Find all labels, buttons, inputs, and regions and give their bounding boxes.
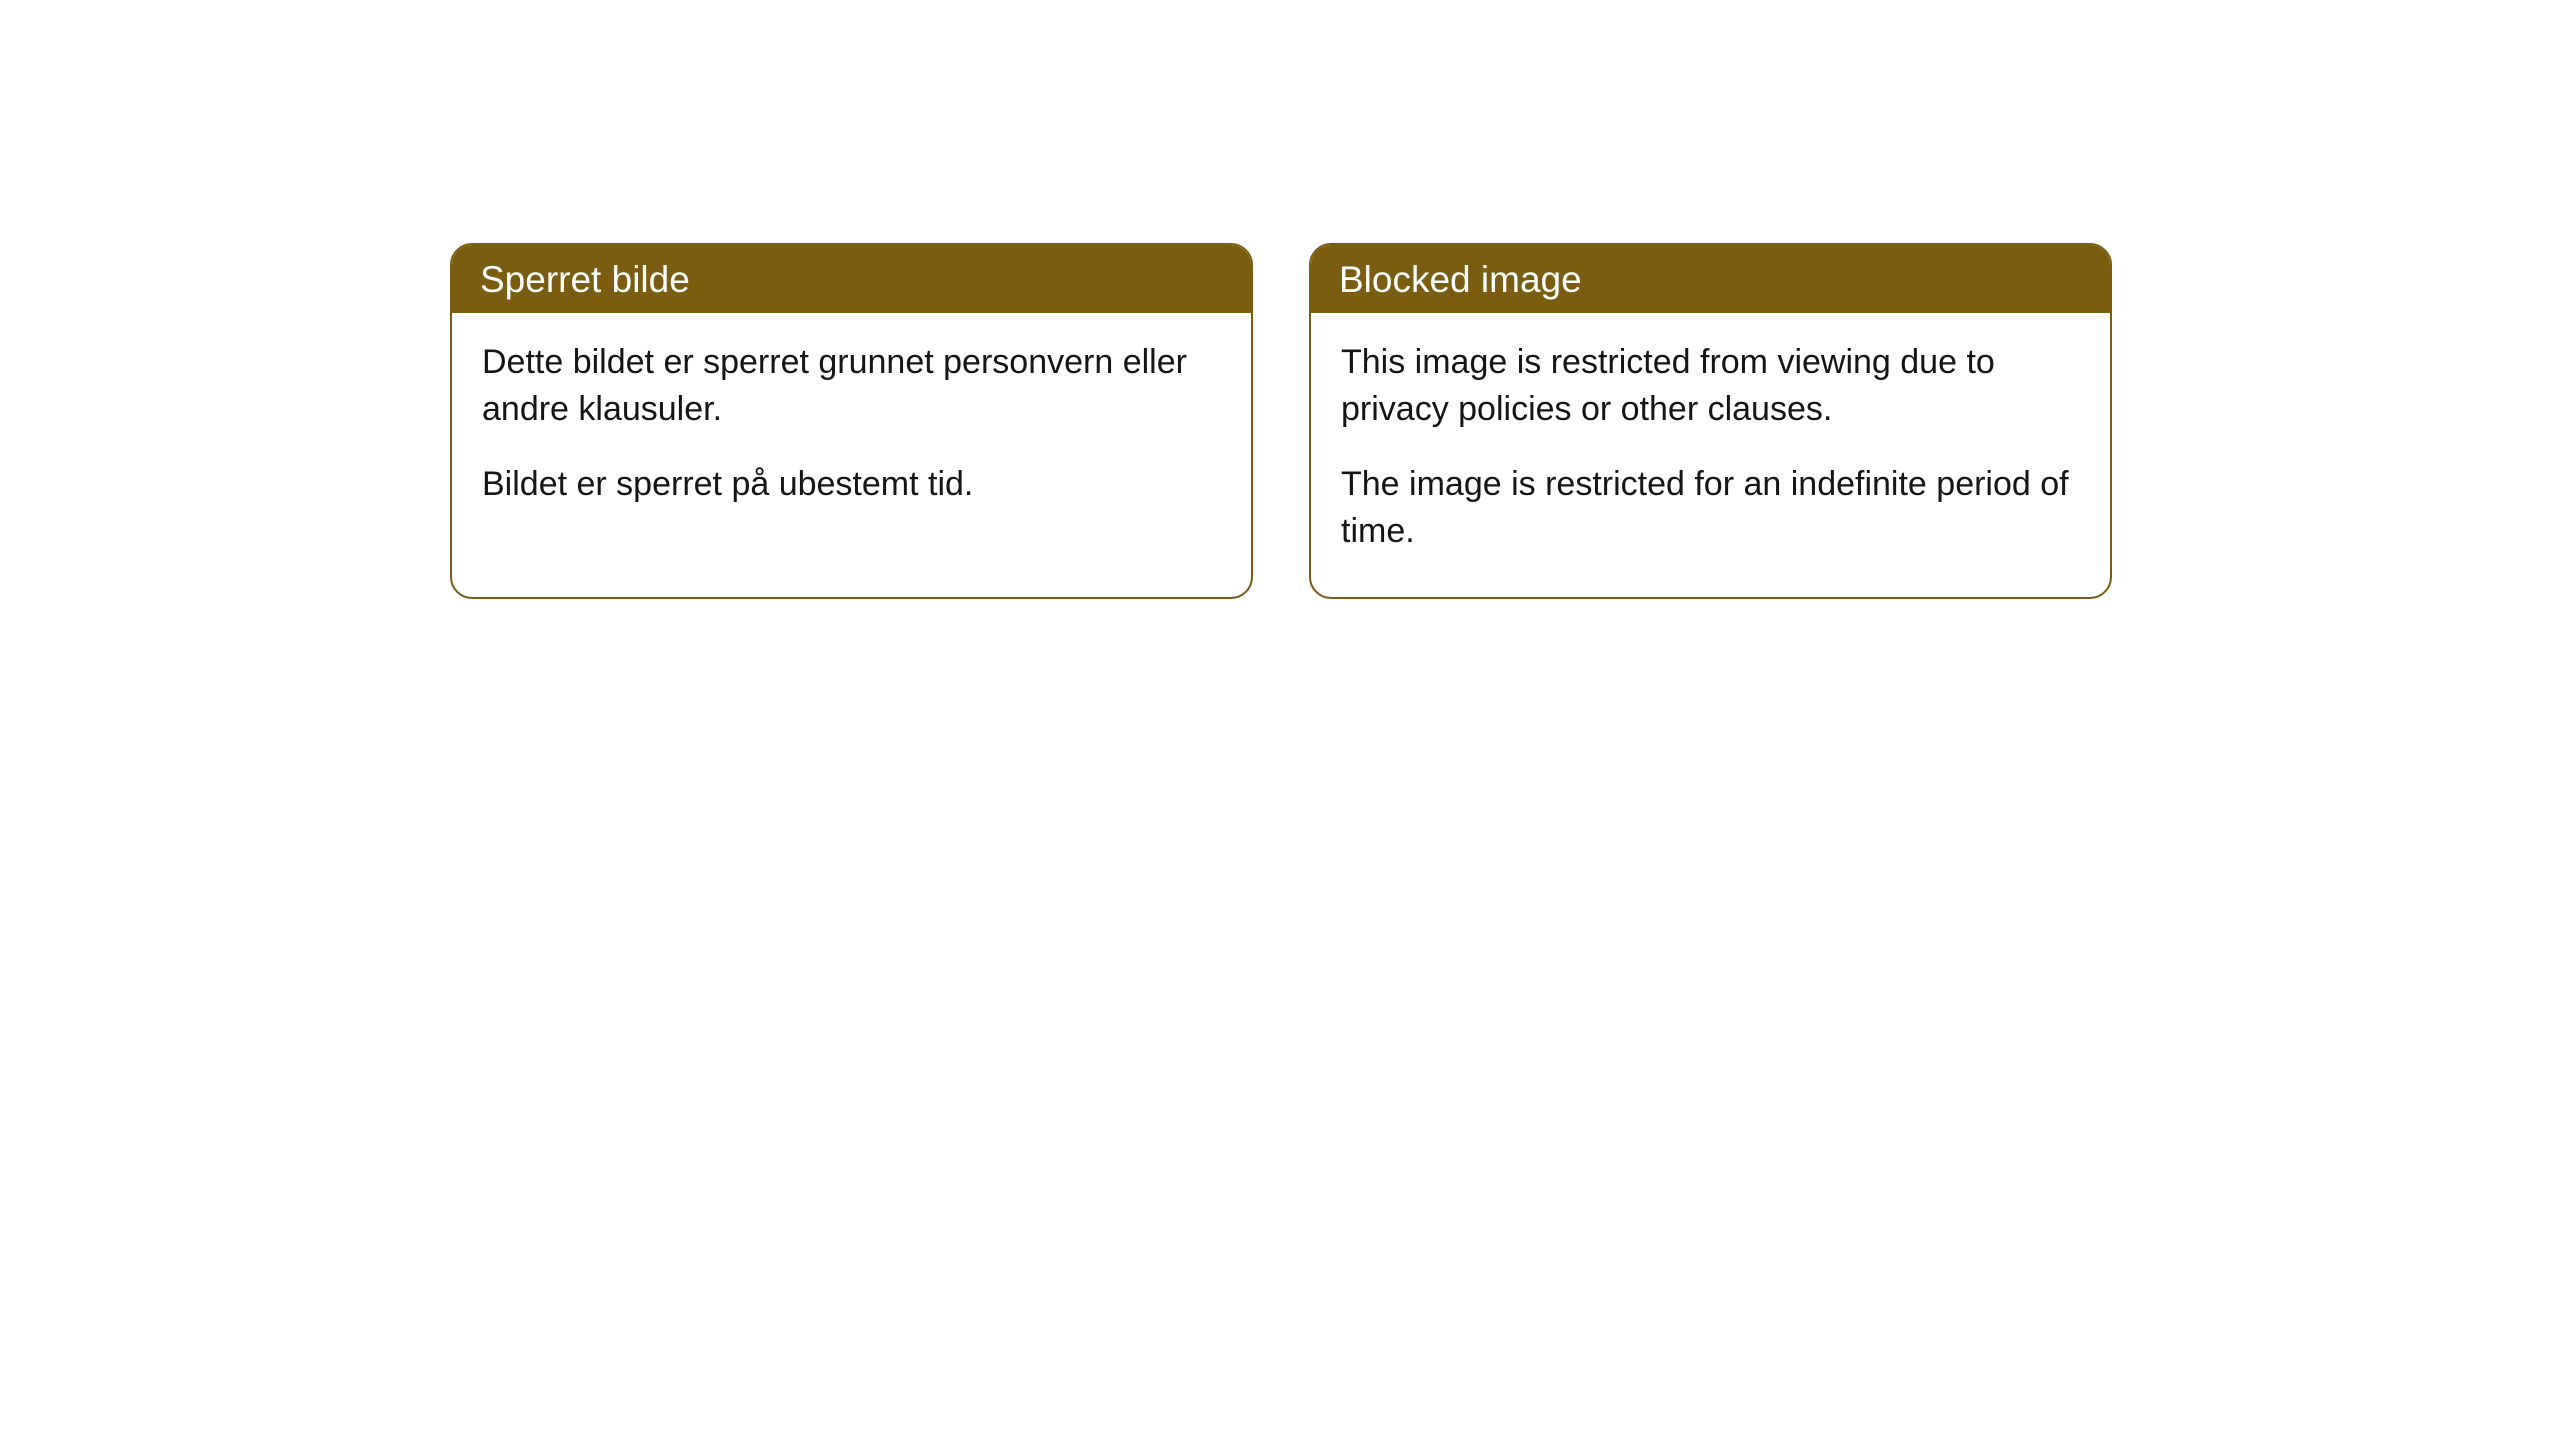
card-message-1-norwegian: Dette bildet er sperret grunnet personve… <box>482 339 1221 433</box>
card-body-norwegian: Dette bildet er sperret grunnet personve… <box>452 313 1251 550</box>
card-header-english: Blocked image <box>1311 245 2110 313</box>
blocked-image-card-norwegian: Sperret bilde Dette bildet er sperret gr… <box>450 243 1253 599</box>
blocked-image-card-english: Blocked image This image is restricted f… <box>1309 243 2112 599</box>
blocked-image-notice-container: Sperret bilde Dette bildet er sperret gr… <box>450 243 2112 599</box>
card-message-2-norwegian: Bildet er sperret på ubestemt tid. <box>482 461 1221 508</box>
card-header-norwegian: Sperret bilde <box>452 245 1251 313</box>
card-body-english: This image is restricted from viewing du… <box>1311 313 2110 597</box>
card-message-2-english: The image is restricted for an indefinit… <box>1341 461 2080 555</box>
card-message-1-english: This image is restricted from viewing du… <box>1341 339 2080 433</box>
